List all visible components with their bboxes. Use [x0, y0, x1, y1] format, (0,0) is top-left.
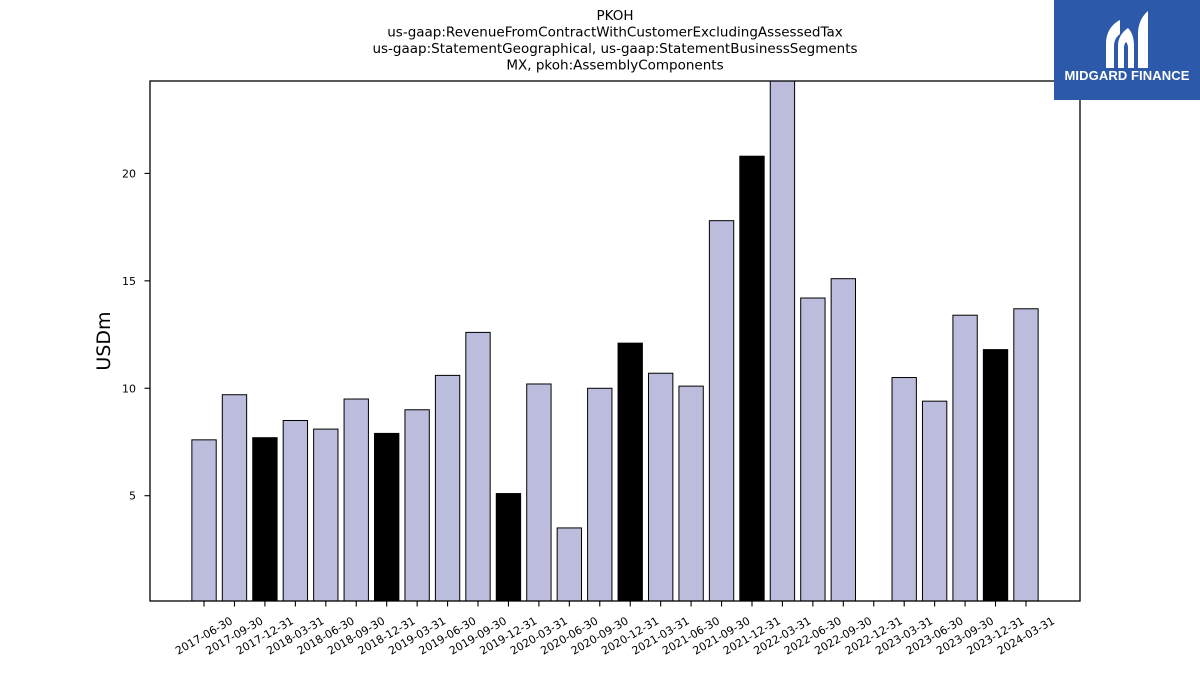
x-axis: 2017-06-302017-09-302017-12-312018-03-31…: [173, 601, 1057, 658]
bar-2017-12-31: [252, 437, 278, 602]
logo-wordmark: MIDGARD FINANCE: [1064, 68, 1190, 83]
logo: MIDGARD FINANCE: [1054, 0, 1200, 100]
chart-title: PKOH us-gaap:RevenueFromContractWithCust…: [372, 8, 857, 74]
chart-title-line-3: us-gaap:StatementGeographical, us-gaap:S…: [372, 41, 857, 57]
y-axis-label: USDm: [93, 311, 115, 370]
bar-2017-06-30: [191, 439, 217, 602]
bar-2019-03-31: [404, 409, 430, 602]
bar-2020-12-31: [617, 342, 643, 602]
bar-2022-06-30: [800, 297, 826, 602]
bar-2019-06-30: [434, 374, 461, 602]
bar-2021-12-31: [739, 155, 765, 602]
y-tick-label: 10: [122, 382, 136, 395]
chart-title-line-4: MX, pkoh:AssemblyComponents: [506, 58, 723, 74]
bar-2019-12-31: [495, 493, 522, 602]
plot-frame: [149, 80, 1081, 602]
bar-2023-03-31: [891, 377, 917, 602]
bar-2024-03-31: [1013, 308, 1039, 602]
midgard-finance-logo-icon: [1106, 11, 1148, 68]
bar-2018-03-31: [282, 420, 309, 602]
y-axis: 5 10 15 20: [122, 167, 150, 503]
bar-2023-09-30: [952, 314, 978, 602]
y-tick-label: 15: [122, 275, 136, 288]
bars: [191, 80, 1039, 602]
y-tick-label: 20: [122, 167, 136, 180]
bar-2018-12-31: [374, 432, 400, 602]
chart-title-line-2: us-gaap:RevenueFromContractWithCustomerE…: [387, 25, 843, 41]
bar-2018-09-30: [343, 398, 369, 602]
bar-2017-09-30: [221, 394, 248, 602]
bar-2021-03-31: [647, 372, 674, 602]
bar-2021-06-30: [678, 385, 704, 602]
bar-2023-12-31: [982, 349, 1009, 602]
bar-2019-09-30: [465, 331, 491, 602]
bar-2023-06-30: [921, 400, 948, 602]
bar-2020-09-30: [587, 387, 613, 602]
bar-2022-09-30: [830, 278, 856, 602]
chart-title-line-1: PKOH: [596, 8, 633, 24]
bar-2020-06-30: [556, 527, 583, 602]
bar-2020-03-31: [526, 383, 552, 602]
bar-2018-06-30: [313, 428, 339, 602]
bar-2021-09-30: [708, 220, 735, 602]
bar-2022-03-31: [769, 80, 796, 602]
y-tick-label: 5: [129, 490, 136, 503]
